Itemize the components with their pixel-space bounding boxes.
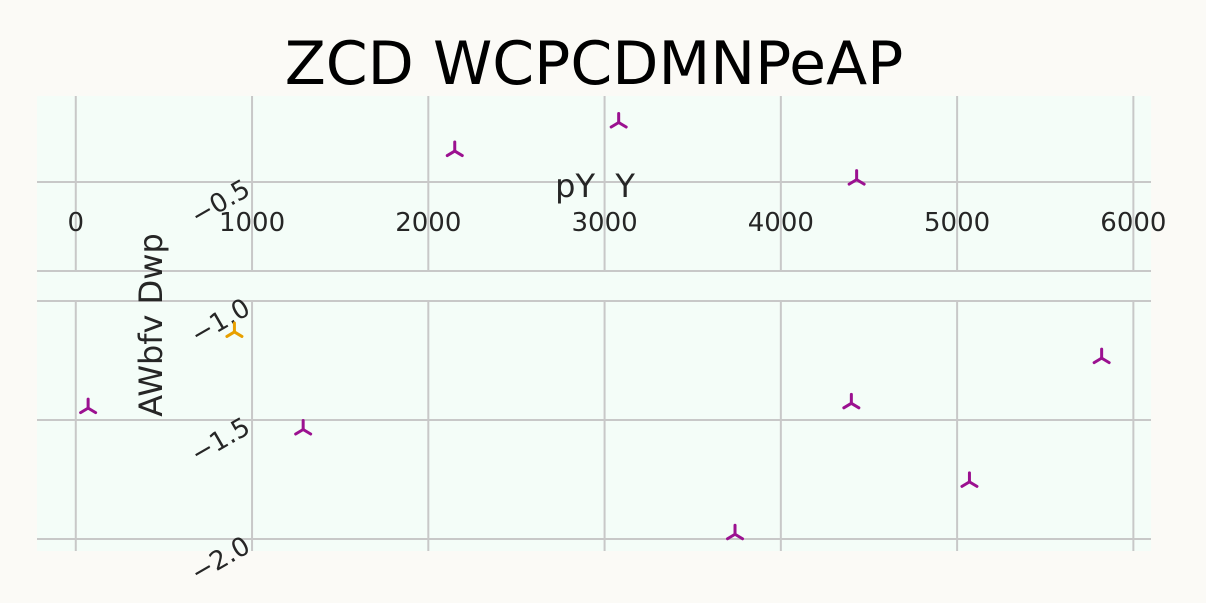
scatter-point: [225, 321, 244, 338]
x-tick-label: 2000: [395, 208, 461, 238]
scatter-point: [842, 392, 861, 410]
axis-band: [37, 271, 1151, 301]
scatter-point: [726, 523, 745, 541]
data-points: [79, 112, 1111, 541]
x-tick-label: 0: [68, 208, 85, 238]
plot-background: [37, 96, 1151, 551]
x-tick-label: 4000: [748, 208, 814, 238]
scatter-point: [847, 169, 866, 186]
x-axis-label: pY Y: [555, 167, 635, 205]
x-tick-label: 3000: [571, 208, 637, 238]
scatter-point: [445, 140, 464, 158]
grid: [37, 96, 1151, 551]
chart-title: ZCD WCPCDMNPeAP: [285, 29, 904, 99]
scatter-point: [79, 397, 98, 415]
scatter-point: [294, 419, 313, 436]
scatter-point: [960, 471, 979, 488]
y-axis-label: AWbfv Dwp: [132, 233, 170, 417]
x-tick-label: 1000: [219, 208, 285, 238]
scatter-point: [609, 112, 628, 129]
x-tick-label: 5000: [924, 208, 990, 238]
scatter-point: [1092, 347, 1111, 365]
x-tick-label: 6000: [1100, 208, 1166, 238]
